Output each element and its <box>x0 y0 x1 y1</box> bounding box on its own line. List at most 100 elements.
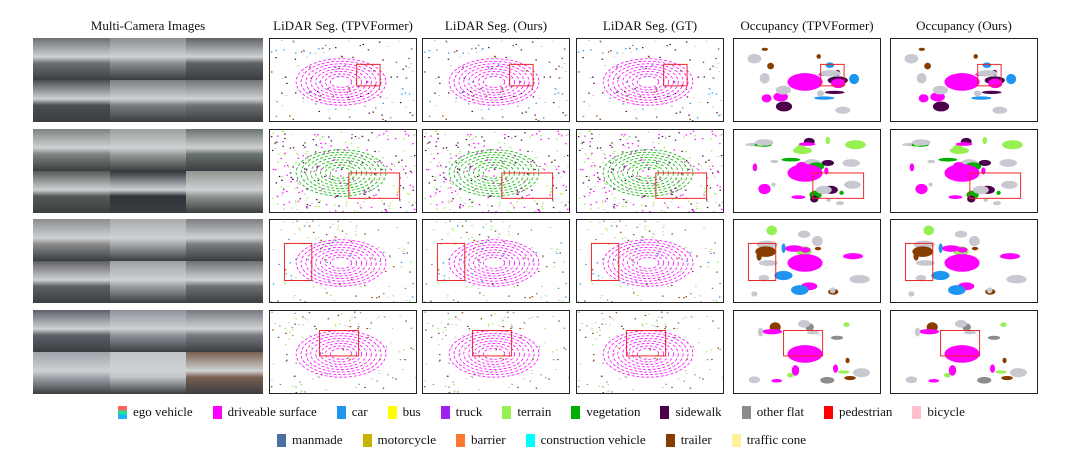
lidar-point <box>713 176 716 178</box>
lidar-point <box>350 376 352 378</box>
lidar-point <box>610 225 613 227</box>
lidar-point <box>706 185 709 187</box>
lidar-point <box>608 390 611 392</box>
lidar-point <box>669 43 671 46</box>
lidar-point <box>452 299 455 301</box>
occupancy-voxel <box>815 185 832 195</box>
lidar-point <box>499 357 502 360</box>
camera-view <box>109 352 187 394</box>
lidar-point <box>470 237 473 238</box>
lidar-point <box>357 327 359 330</box>
camera-view <box>33 310 110 352</box>
lidar-point <box>626 284 629 286</box>
lidar-point <box>337 220 339 223</box>
lidar-point <box>529 136 531 138</box>
lidar-point <box>660 210 663 212</box>
lidar-point <box>640 300 643 302</box>
lidar-point <box>299 299 302 301</box>
highlight-box <box>509 63 534 87</box>
lidar-point <box>292 297 295 299</box>
lidar-point <box>413 165 416 167</box>
lidar-point <box>315 328 318 330</box>
lidar-point <box>450 154 452 156</box>
lidar-point <box>690 133 692 135</box>
legend-swatch <box>118 405 128 419</box>
legend-label: construction vehicle <box>540 432 646 447</box>
lidar-point <box>649 176 652 178</box>
lidar-point <box>291 134 294 135</box>
lidar-point <box>469 199 471 201</box>
lidar-point <box>503 278 506 281</box>
lidar-point <box>400 261 403 264</box>
lidar-point <box>636 151 639 154</box>
legend-swatch <box>525 433 535 447</box>
lidar-point <box>504 133 506 136</box>
lidar-point <box>382 157 384 159</box>
lidar-point <box>592 332 594 334</box>
lidar-point <box>531 150 533 153</box>
lidar-point <box>486 176 489 178</box>
lidar-point <box>345 205 348 207</box>
lidar-point <box>711 130 713 133</box>
lidar-point <box>391 164 394 165</box>
lidar-seg-panel <box>576 129 724 213</box>
lidar-point <box>291 326 293 329</box>
lidar-point <box>284 133 286 135</box>
lidar-point <box>506 311 509 313</box>
lidar-point <box>357 86 360 88</box>
lidar-point <box>512 312 515 314</box>
lidar-point <box>454 364 457 366</box>
lidar-point <box>281 176 284 178</box>
lidar-point <box>704 188 706 190</box>
lidar-point <box>635 136 637 138</box>
lidar-point <box>695 207 698 210</box>
lidar-point <box>462 205 465 207</box>
lidar-point <box>402 88 404 90</box>
lidar-point <box>433 195 436 196</box>
lidar-point <box>588 105 591 107</box>
lidar-point <box>692 349 695 351</box>
lidar-point <box>583 101 585 103</box>
lidar-point <box>462 335 465 337</box>
lidar-point <box>479 292 481 294</box>
lidar-point <box>471 138 474 140</box>
lidar-point <box>279 383 282 386</box>
lidar-point <box>385 346 388 348</box>
lidar-point <box>502 358 504 360</box>
lidar-point <box>602 392 605 393</box>
lidar-point <box>605 184 608 185</box>
lidar-point <box>385 97 388 99</box>
lidar-point <box>670 190 673 192</box>
occupancy-voxel <box>938 157 958 162</box>
lidar-point <box>303 193 306 195</box>
lidar-point <box>362 43 364 46</box>
lidar-point <box>512 205 514 207</box>
lidar-point <box>453 51 456 53</box>
lidar-point <box>348 87 350 89</box>
camera-view <box>186 310 263 352</box>
lidar-point <box>622 205 624 208</box>
lidar-point <box>493 163 495 165</box>
lidar-point <box>305 152 307 155</box>
lidar-point <box>685 296 687 298</box>
lidar-point <box>657 376 659 378</box>
lidar-point <box>283 189 286 191</box>
lidar-point <box>490 314 493 317</box>
lidar-point <box>442 147 445 149</box>
lidar-point <box>465 220 467 222</box>
lidar-ring <box>448 239 540 287</box>
lidar-point <box>454 190 457 192</box>
lidar-point <box>651 149 653 151</box>
lidar-point <box>271 71 273 73</box>
lidar-point <box>296 187 299 189</box>
lidar-point <box>680 173 683 175</box>
camera-view <box>109 261 187 303</box>
lidar-ring <box>315 249 367 277</box>
occupancy-voxel <box>927 159 936 164</box>
lidar-point <box>653 201 655 203</box>
lidar-point <box>675 179 678 181</box>
legend-item: pedestrian <box>823 404 892 420</box>
lidar-point <box>443 207 446 209</box>
lidar-point <box>497 149 499 151</box>
lidar-point <box>321 193 324 195</box>
